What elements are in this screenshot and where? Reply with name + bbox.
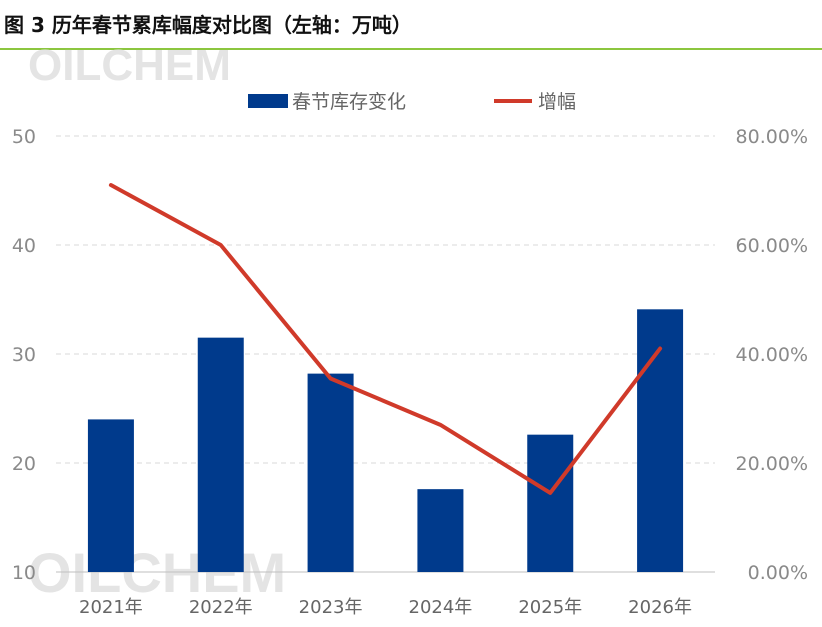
y-left-tick-label: 50 <box>12 126 36 148</box>
y-right-tick-label: 20.00% <box>736 453 808 475</box>
x-tick-label: 2026年 <box>628 597 692 618</box>
x-tick-label: 2025年 <box>518 597 582 618</box>
bar <box>307 373 354 572</box>
bar <box>197 337 244 572</box>
y-right-tick-label: 60.00% <box>736 235 808 257</box>
line-series-increase <box>108 183 663 495</box>
x-tick-label: 2023年 <box>299 597 363 618</box>
watermark-top: OILCHEM <box>28 41 231 90</box>
legend-label-line: 增幅 <box>538 91 576 113</box>
x-tick-label: 2022年 <box>189 597 253 618</box>
chart-title: 图 3 历年春节累库幅度对比图（左轴：万吨） <box>0 0 822 50</box>
y-right-tick-label: 80.00% <box>736 126 808 148</box>
y-left-tick-label: 30 <box>12 344 36 366</box>
bar <box>637 309 684 572</box>
x-tick-label: 2021年 <box>79 597 143 618</box>
y-left-tick-label: 20 <box>12 453 36 475</box>
legend-swatch-bar <box>248 94 288 108</box>
y-right-tick-label: 0.00% <box>748 562 808 584</box>
legend-label-bar: 春节库存变化 <box>292 91 406 113</box>
y-left-tick-label: 10 <box>12 562 36 584</box>
x-tick-label: 2024年 <box>409 597 473 618</box>
bar <box>87 419 134 572</box>
y-right-tick-label: 40.00% <box>736 344 808 366</box>
y-left-tick-label: 40 <box>12 235 36 257</box>
bar <box>527 434 574 572</box>
bar <box>417 489 464 572</box>
